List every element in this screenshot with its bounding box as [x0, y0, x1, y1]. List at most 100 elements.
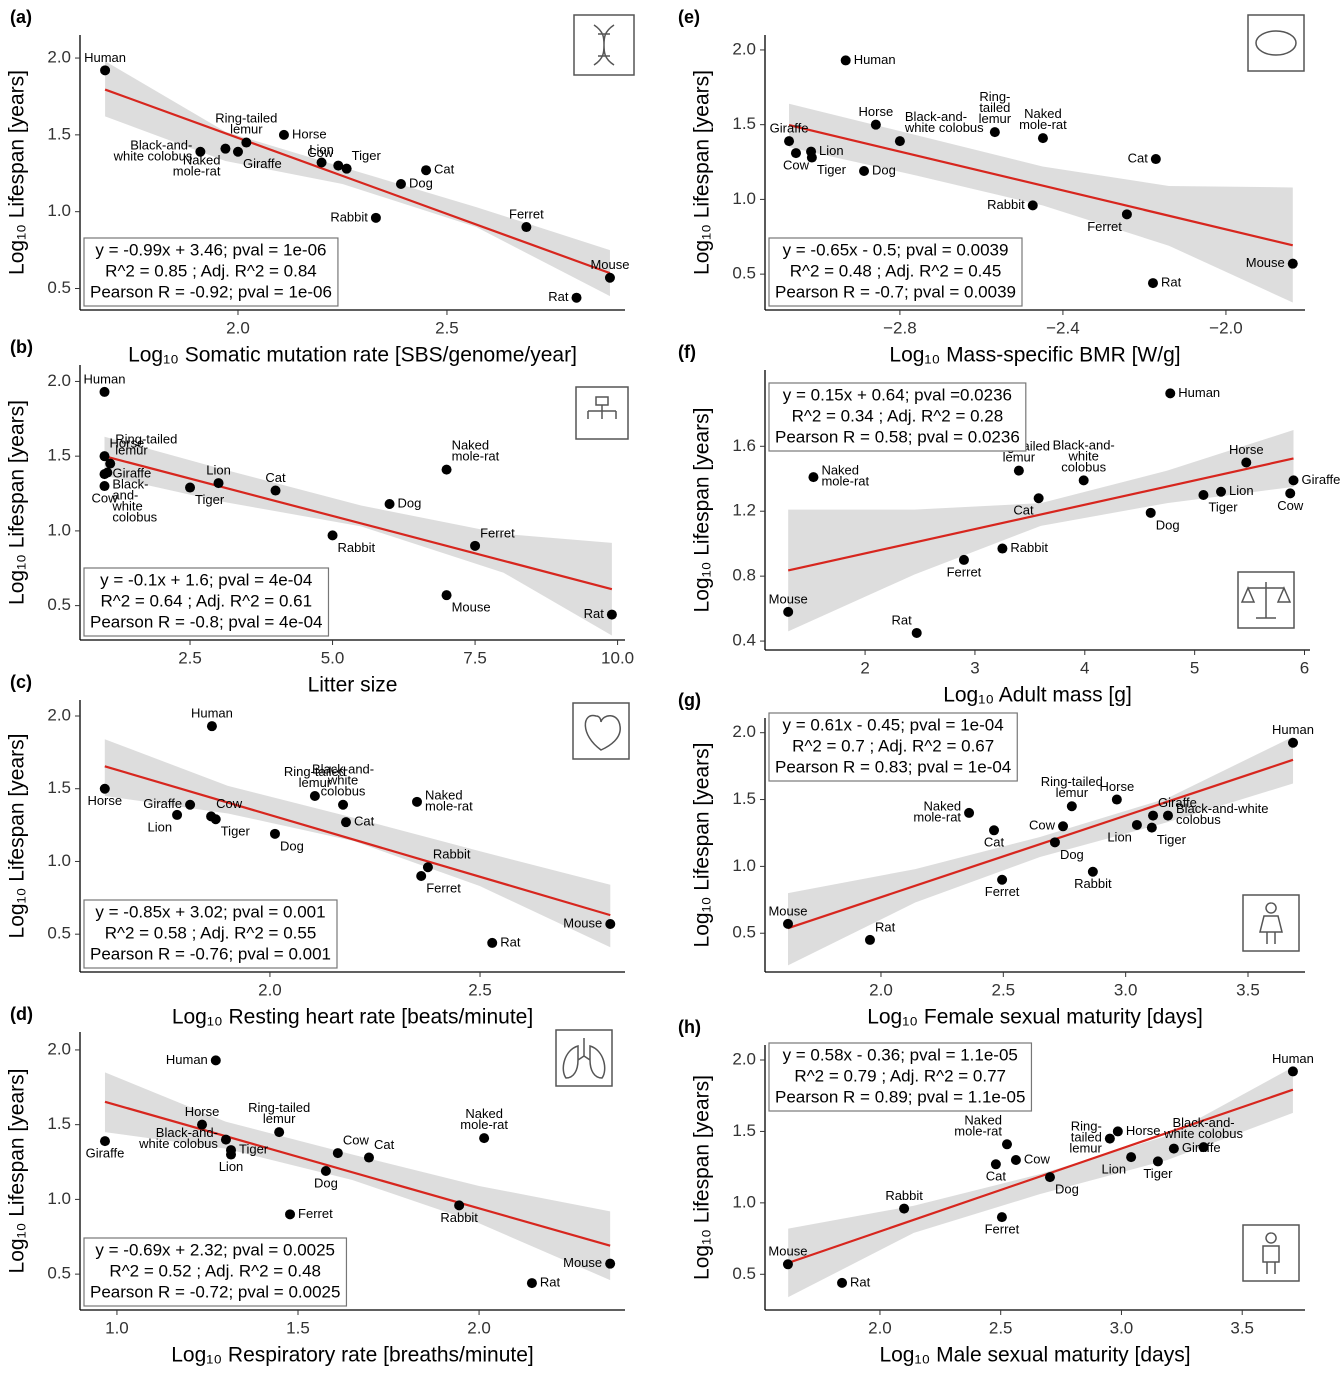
- data-point: [1145, 507, 1156, 518]
- female-glyph: [1259, 902, 1283, 944]
- data-point: [1049, 837, 1060, 848]
- data-point: [782, 918, 793, 929]
- label-line: Naked: [183, 153, 221, 168]
- data-point: [1168, 1143, 1179, 1154]
- point-label: Naked mole-rat: [425, 788, 473, 814]
- data-point: [269, 828, 280, 839]
- data-point: [487, 937, 498, 948]
- stats-frame: [83, 899, 338, 969]
- point-label: Dog: [872, 162, 896, 177]
- label-line: white colobus: [138, 1137, 218, 1152]
- y-tick-label: 1.0: [732, 189, 756, 208]
- point-label: Black-and-white colobus: [1053, 438, 1115, 475]
- panel-label: (a): [10, 7, 32, 27]
- stats-box: y = -0.99x + 3.46; pval = 1e-06 R^2 = 0.8…: [83, 237, 339, 307]
- point-label: Tiger: [239, 1142, 269, 1157]
- data-point: [274, 1127, 285, 1138]
- data-point: [997, 543, 1008, 554]
- data-point: [270, 485, 281, 496]
- panel-label: (h): [678, 1017, 701, 1037]
- data-point: [958, 554, 969, 565]
- point-label: Naked mole-rat: [173, 153, 221, 179]
- stats-line: y = -0.99x + 3.46; pval = 1e-06: [95, 240, 326, 259]
- stats-line: y = -0.1x + 1.6; pval = 4e-04: [100, 570, 312, 589]
- data-point: [837, 1277, 848, 1288]
- stats-frame: [768, 382, 1027, 452]
- point-label: Cow: [307, 145, 334, 160]
- y-axis-label: Log₁₀ Lifespan [years]: [691, 70, 714, 275]
- point-label: Lion: [219, 1159, 244, 1174]
- data-point: [1198, 1142, 1209, 1153]
- data-point: [1216, 486, 1227, 497]
- dna-icon: [573, 14, 635, 76]
- data-point: [210, 814, 221, 825]
- y-tick-label: 1.0: [732, 1192, 756, 1211]
- point-label: Black-and-white colobus: [904, 110, 984, 136]
- label-line: colobus: [112, 510, 157, 525]
- x-tick-label: 3: [970, 658, 979, 677]
- point-label: Giraffe: [243, 156, 282, 171]
- data-point: [213, 478, 224, 489]
- y-tick-label: 1.0: [732, 856, 756, 875]
- y-tick-label: 0.5: [732, 923, 756, 942]
- tree-icon: [575, 386, 629, 440]
- y-tick-label: 1.0: [47, 520, 71, 539]
- label-line: lemur: [1069, 1141, 1102, 1156]
- label-line: Black-and-white: [1176, 802, 1269, 817]
- point-label: Tiger: [195, 492, 225, 507]
- point-label: Dog: [409, 175, 433, 190]
- stats-line: R^2 = 0.52 ; Adj. R^2 = 0.48: [109, 1261, 321, 1280]
- panel: 0.5 1.0 1.5 2.0 2.0 2.5 3.0 3.5 Log₁₀ Female sex…: [678, 690, 1314, 1029]
- label-line: Black-and-: [156, 1126, 218, 1141]
- x-tick-label: 5.0: [321, 648, 345, 667]
- x-tick-label: 3.5: [1230, 1318, 1254, 1337]
- data-point: [899, 1203, 910, 1214]
- point-label: Dog: [1060, 847, 1084, 862]
- label-line: Black-and-: [130, 138, 192, 153]
- point-label: Tiger: [1157, 832, 1187, 847]
- data-point: [1013, 465, 1024, 476]
- x-tick-label: 10.0: [601, 648, 634, 667]
- data-point: [606, 609, 617, 620]
- fit-line: [788, 124, 1294, 247]
- point-label: Black-and-white colobus: [1163, 1116, 1243, 1142]
- point-label: Rabbit: [440, 1210, 478, 1225]
- data-point: [185, 482, 196, 493]
- point-label: Ferret: [298, 1206, 333, 1221]
- label-line: lemur: [263, 1112, 296, 1127]
- data-point: [870, 119, 881, 130]
- lungs-glyph: [562, 1038, 606, 1079]
- data-point: [1126, 1152, 1137, 1163]
- y-tick-label: 1.5: [732, 789, 756, 808]
- data-point: [989, 127, 1000, 138]
- x-tick-label: −2.4: [1046, 318, 1080, 337]
- point-label: Ferret: [480, 525, 515, 540]
- point-label: Naked mole-rat: [821, 463, 869, 489]
- y-axis-label: Log₁₀ Lifespan [years]: [6, 1069, 29, 1274]
- data-point: [185, 799, 196, 810]
- panel-label: (b): [10, 337, 33, 357]
- point-label: Tiger: [352, 148, 382, 163]
- point-label: Lion: [1229, 483, 1254, 498]
- y-tick-label: 1.5: [47, 1114, 71, 1133]
- point-label: Naked mole-rat: [954, 1113, 1002, 1139]
- point-label: Cow: [1277, 498, 1304, 513]
- point-label: Rat: [1161, 275, 1182, 290]
- stats-line: Pearson R = 0.89; pval = 1.1e-05: [775, 1087, 1025, 1106]
- x-tick-label: 2.0: [258, 980, 282, 999]
- y-axis-label: Log₁₀ Lifespan [years]: [691, 408, 714, 613]
- data-point: [1037, 133, 1048, 144]
- data-point: [1285, 488, 1296, 499]
- stats-line: R^2 = 0.79 ; Adj. R^2 = 0.77: [794, 1066, 1006, 1085]
- data-point: [99, 1136, 110, 1147]
- point-label: Rat: [500, 934, 521, 949]
- point-label: Black-and-white colobus: [312, 762, 374, 799]
- panel-label: (c): [10, 672, 32, 692]
- mito-icon: [1247, 14, 1305, 72]
- y-tick-label: 1.2: [732, 501, 756, 520]
- point-label: Tiger: [817, 162, 847, 177]
- panel-label: (e): [678, 7, 700, 27]
- stats-line: y = 0.61x - 0.45; pval = 1e-04: [783, 715, 1004, 734]
